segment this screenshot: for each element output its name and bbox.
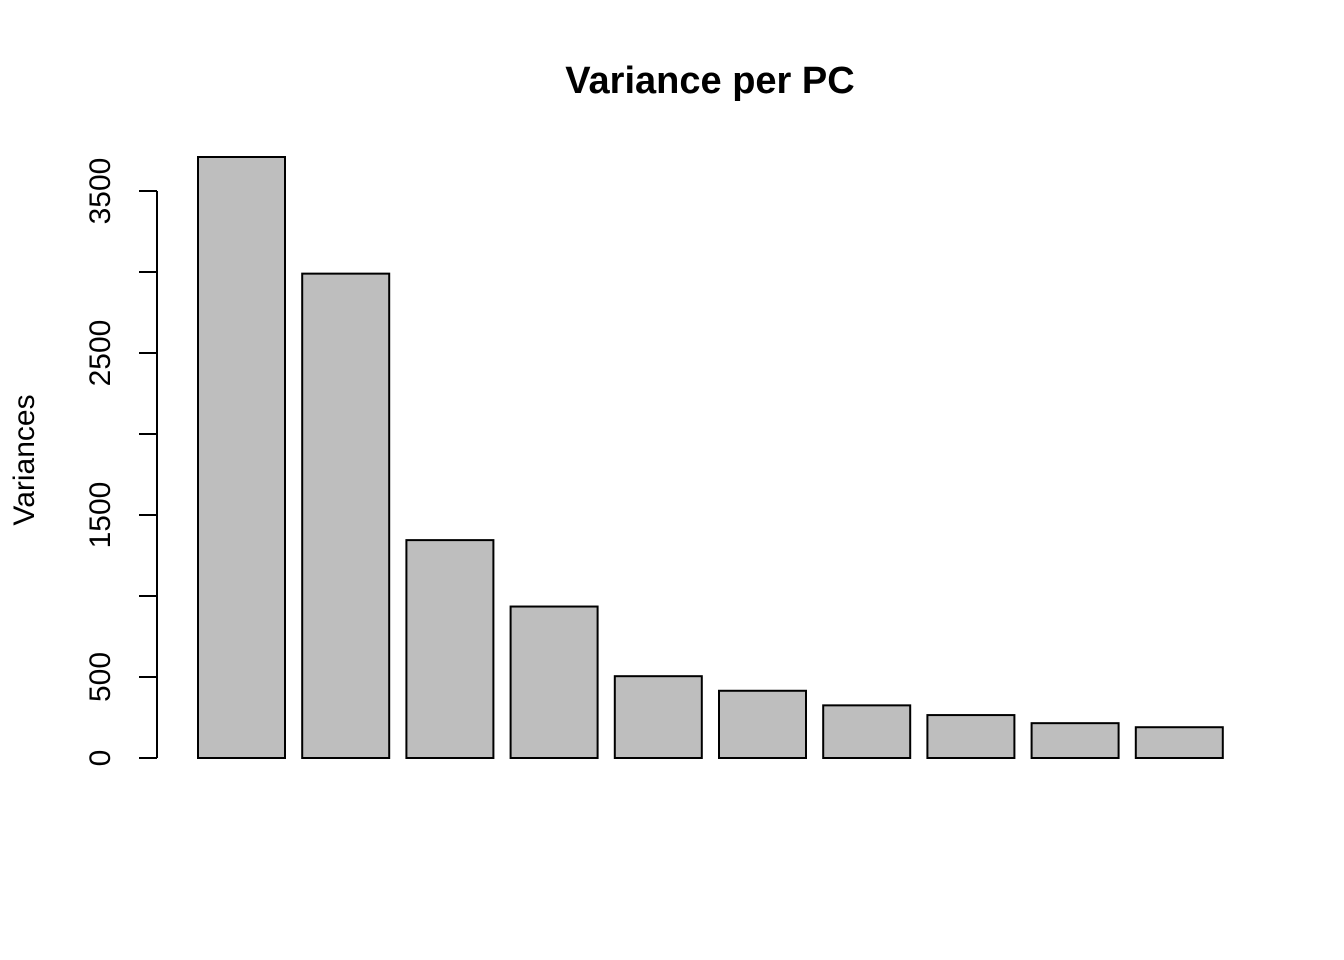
bar-pc2 xyxy=(301,272,391,759)
y-tick-label: 500 xyxy=(84,652,117,702)
y-tick-label: 3500 xyxy=(84,158,117,225)
bar-pc5 xyxy=(613,675,703,760)
bar-pc1 xyxy=(197,156,286,759)
bar-pc4 xyxy=(509,605,599,759)
chart-title: Variance per PC xyxy=(565,60,854,102)
bar-pc9 xyxy=(1030,722,1120,759)
bar-pc3 xyxy=(405,539,495,759)
bar-pc10 xyxy=(1134,726,1224,759)
bar-pc7 xyxy=(822,704,912,759)
y-tick-label: 2500 xyxy=(84,320,117,387)
bars xyxy=(197,156,1224,760)
y-axis-label: Variances xyxy=(8,394,41,525)
bar-pc8 xyxy=(926,714,1016,759)
y-tick-label: 0 xyxy=(84,750,117,767)
y-axis: 0 500 1500 2500 3500 xyxy=(84,158,158,767)
bar-pc6 xyxy=(718,689,807,759)
y-tick-label: 1500 xyxy=(84,482,117,549)
